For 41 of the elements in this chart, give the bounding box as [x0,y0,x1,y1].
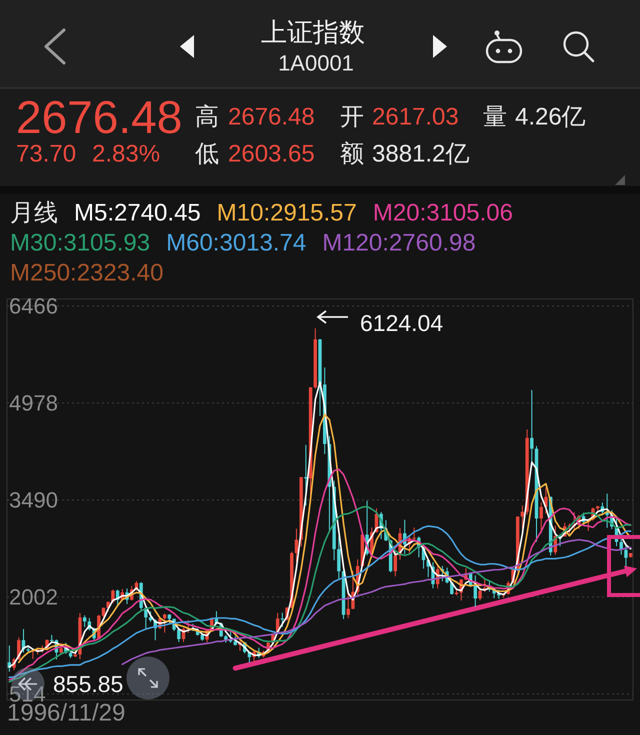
text: M20:3105.06 [372,200,513,226]
text: M30:3105.93 [10,230,150,256]
chart-subtitle: 1A0001 [278,50,354,76]
text: 低 [195,140,219,168]
text: M5:2740.45 [74,200,201,226]
text: M120:2760.98 [322,230,476,256]
candlestick [168,614,172,624]
text: 73.70 [16,140,76,168]
legend-title: 月线 [10,200,58,226]
candlestick [478,586,482,601]
candlestick [394,550,398,577]
y-tick-label: 6466 [9,293,58,318]
text: 2603.65 [228,140,315,168]
annotation: 6124.04 [360,310,444,336]
text: 2617.03 [372,104,459,130]
text: 开 [340,104,364,130]
text: 2.83% [92,140,160,168]
candlestick [82,614,86,628]
text: M60:3013.74 [166,230,306,256]
text: 额 [340,140,364,168]
candlestick [337,536,341,580]
candlestick [520,504,524,530]
text: M10:2915.57 [216,200,357,226]
candlestick [280,612,284,628]
candlestick [474,574,478,608]
candlestick [234,636,237,646]
text: 4.26亿 [515,104,586,130]
annotation: 855.85 [53,671,124,697]
legend-label: M250:2323.40 [10,260,164,286]
y-tick-label: 3490 [9,487,58,512]
y-tick-label: 2002 [9,584,58,610]
text: 高 [195,104,219,130]
chart-title: 上证指数 [261,17,365,47]
text: 2676.48 [228,104,315,130]
text: 量 [483,104,507,130]
y-tick-label: 4978 [9,390,58,416]
text: 2676.48 [16,91,182,143]
candlestick [162,613,166,634]
candlestick [530,389,534,468]
candlestick [624,542,628,568]
text: 3881.2亿 [372,140,470,168]
